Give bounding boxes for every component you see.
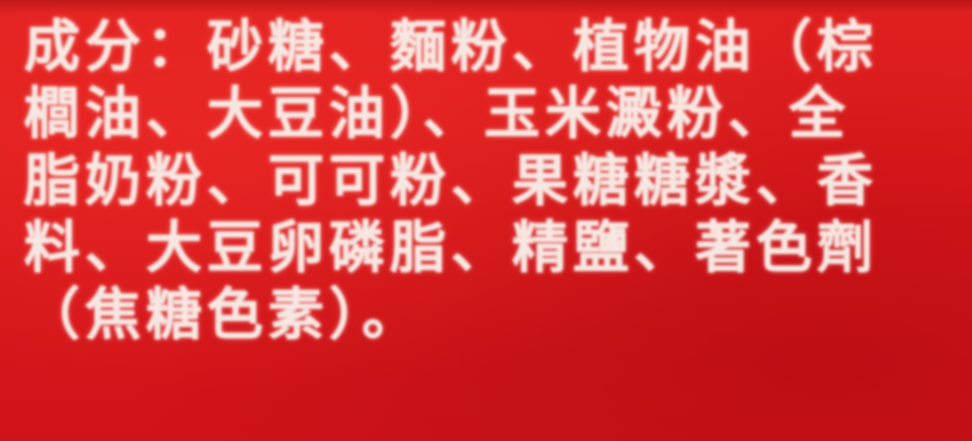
ingredient-line-3: 脂奶粉、可可粉、果糖糖漿、香 [24,149,878,214]
ingredient-line-2: 櫚油、大豆油）、玉米澱粉、全 [24,82,850,147]
ingredient-line-4: 料、大豆卵磷脂、精鹽、著色劑 [24,216,878,281]
ingredient-line-1: 成分：砂糖、麵粉、植物油（棕 [24,15,878,80]
package-top-edge [0,0,972,14]
ingredient-list: 成分：砂糖、麵粉、植物油（棕 櫚油、大豆油）、玉米澱粉、全 脂奶粉、可可粉、果糖… [24,14,964,349]
ingredient-line-5: （焦糖色素）。 [24,283,423,348]
